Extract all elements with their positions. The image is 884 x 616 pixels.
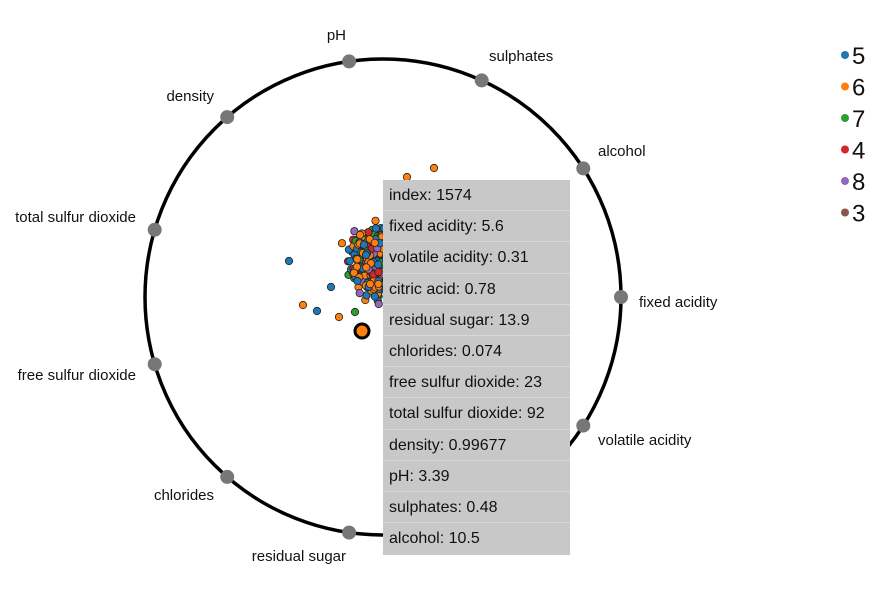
legend-swatch	[841, 82, 849, 91]
data-point[interactable]	[374, 299, 383, 309]
anchor-label-free-sulfur-dioxide: free sulfur dioxide	[18, 367, 136, 384]
data-point[interactable]	[371, 216, 380, 225]
data-point[interactable]	[345, 256, 354, 266]
legend-label[interactable]: 8	[852, 169, 865, 196]
data-point[interactable]	[298, 300, 308, 310]
data-point[interactable]	[361, 250, 371, 259]
data-point[interactable]	[353, 255, 362, 264]
legend-swatch	[841, 51, 849, 59]
legend: 5 6 7 4 8 3	[841, 43, 865, 228]
data-point[interactable]	[337, 239, 347, 248]
anchor-label-residual-sugar: residual sugar	[252, 548, 346, 565]
tooltip-row: volatile acidity: 0.31	[383, 242, 570, 274]
data-point[interactable]	[350, 307, 360, 317]
anchor-label-total-sulfur-dioxide: total sulfur dioxide	[15, 209, 136, 226]
data-point[interactable]	[371, 224, 380, 233]
tooltip-row: pH: 3.39	[383, 461, 570, 492]
legend-swatch	[841, 114, 849, 122]
anchor-label-density: density	[166, 88, 214, 105]
data-point[interactable]	[366, 279, 375, 289]
anchor-density[interactable]	[220, 110, 235, 125]
data-point[interactable]	[334, 312, 344, 322]
tooltip: index: 1574 fixed acidity: 5.6 volatile ac…	[383, 180, 570, 555]
anchor-label-volatile-acidity: volatile acidity	[598, 432, 692, 449]
highlighted-point-group	[353, 322, 371, 340]
anchor-label-chlorides: chlorides	[154, 487, 214, 504]
data-point[interactable]	[429, 163, 439, 173]
data-point[interactable]	[374, 260, 383, 269]
anchor-label-sulphates: sulphates	[489, 48, 553, 65]
tooltip-row: sulphates: 0.48	[383, 492, 570, 524]
tooltip-row: alcohol: 10.5	[389, 530, 480, 548]
tooltip-row: residual sugar: 13.9	[383, 305, 570, 336]
anchor-volatile-acidity[interactable]	[576, 418, 591, 433]
anchor-alcohol[interactable]	[576, 161, 591, 176]
data-point[interactable]	[370, 292, 379, 301]
legend-label[interactable]: 5	[852, 43, 865, 70]
data-point[interactable]	[370, 238, 379, 247]
tooltip-row: free sulfur dioxide: 23	[383, 367, 570, 399]
legend-swatch	[841, 145, 849, 154]
anchor-label-fixed-acidity: fixed acidity	[639, 294, 718, 311]
anchor-fixed-acidity[interactable]	[614, 290, 628, 304]
data-point[interactable]	[374, 279, 383, 288]
data-point[interactable]	[326, 282, 336, 292]
anchors: fixed acidity volatile acidity residual su…	[15, 27, 718, 565]
anchor-chlorides[interactable]	[220, 469, 235, 484]
legend-swatch	[841, 208, 849, 217]
data-point[interactable]	[374, 267, 383, 277]
legend-label[interactable]: 3	[852, 201, 865, 228]
anchor-free-sulfur-dioxide[interactable]	[147, 357, 162, 372]
tooltip-row: chlorides: 0.074	[383, 336, 570, 368]
data-point[interactable]	[312, 306, 322, 316]
tooltip-row: total sulfur dioxide: 92	[383, 398, 570, 430]
tooltip-row: citric acid: 0.78	[383, 274, 570, 305]
anchor-label-alcohol: alcohol	[598, 143, 646, 160]
data-point[interactable]	[359, 240, 368, 249]
legend-swatch	[841, 177, 849, 185]
data-point[interactable]	[355, 288, 364, 298]
anchor-sulphates[interactable]	[474, 73, 489, 88]
anchor-residual-sugar[interactable]	[342, 525, 357, 540]
anchor-pH[interactable]	[342, 54, 357, 69]
data-point[interactable]	[362, 263, 371, 272]
data-point[interactable]	[355, 230, 365, 239]
legend-label[interactable]: 4	[852, 138, 865, 165]
data-point[interactable]	[284, 256, 294, 266]
tooltip-row: fixed acidity: 5.6	[383, 211, 570, 243]
data-point[interactable]	[353, 276, 362, 286]
data-point[interactable]	[350, 227, 359, 236]
tooltip-row: index: 1574	[383, 180, 570, 212]
anchor-total-sulfur-dioxide[interactable]	[147, 222, 162, 237]
tooltip-row: density: 0.99677	[383, 430, 570, 461]
highlighted-point[interactable]	[353, 322, 371, 340]
data-point[interactable]	[349, 268, 359, 277]
legend-label[interactable]: 7	[852, 106, 865, 133]
anchor-label-pH: pH	[327, 27, 346, 44]
legend-label[interactable]: 6	[852, 75, 865, 102]
